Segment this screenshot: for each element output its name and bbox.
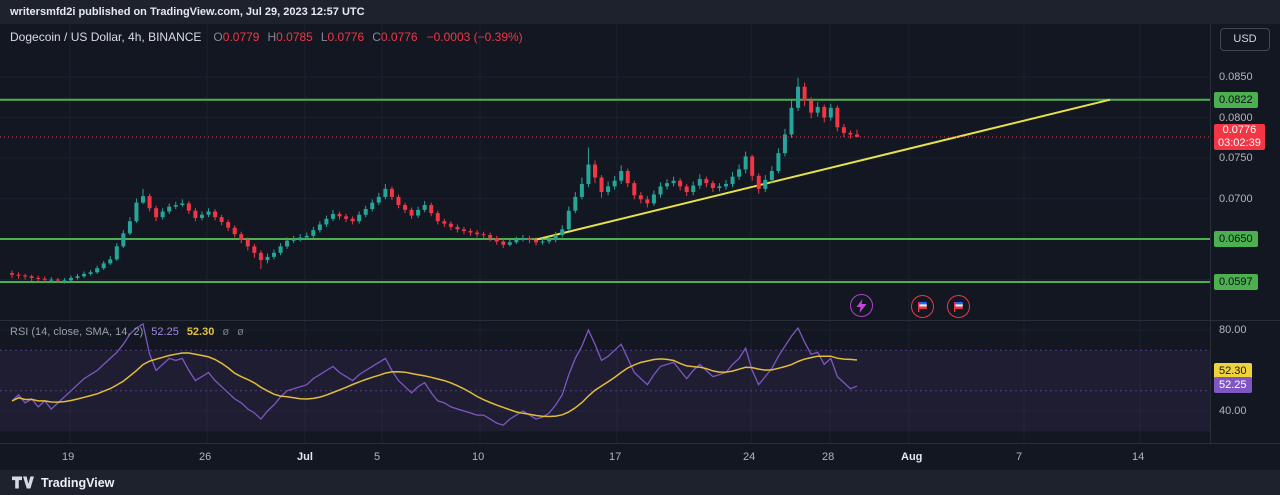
ohlc-open-value: 0.0779 xyxy=(222,30,260,44)
time-axis-label: 19 xyxy=(62,451,75,463)
ohlc-close-value: 0.0776 xyxy=(380,30,418,44)
tradingview-logo-icon[interactable] xyxy=(12,476,34,489)
quick-alert-button[interactable] xyxy=(850,294,873,317)
level-price-badge: 0.0597 xyxy=(1214,274,1258,290)
rsi-sma-line xyxy=(11,352,858,418)
symbol-title[interactable]: Dogecoin / US Dollar, 4h, BINANCE xyxy=(10,30,202,44)
time-axis-label: 7 xyxy=(1016,451,1023,463)
rsi-line xyxy=(11,322,858,426)
trendline[interactable] xyxy=(534,98,1111,241)
time-axis-label: 17 xyxy=(609,451,622,463)
rsi-value-badge: 52.25 xyxy=(1214,377,1252,393)
time-axis-label: 14 xyxy=(1132,451,1145,463)
price-axis-label: 0.0850 xyxy=(1219,71,1253,83)
rsi-value: 52.25 xyxy=(151,326,179,338)
footer-bar: TradingView xyxy=(0,470,1280,495)
rsi-title[interactable]: RSI (14, close, SMA, 14, 2) xyxy=(10,326,144,338)
rsi-hide-icon[interactable]: ø xyxy=(222,326,230,338)
ohlc-low-value: 0.0776 xyxy=(327,30,365,44)
rsi-axis-label: 40.00 xyxy=(1219,405,1247,417)
rsi-settings-icon[interactable]: ø xyxy=(237,326,244,338)
time-axis[interactable]: 19 26 Jul 5 10 17 24 28 Aug 7 14 xyxy=(0,443,1280,470)
last-price-badge: 0.0776 03:02:39 xyxy=(1214,123,1265,150)
time-axis-label: 28 xyxy=(822,451,835,463)
ohlc-high-value: 0.0785 xyxy=(276,30,313,44)
horizontal-levels[interactable] xyxy=(0,98,1210,283)
time-axis-label: 10 xyxy=(472,451,485,463)
flag-button-2[interactable] xyxy=(947,295,970,318)
price-change: −0.0003 (−0.39%) xyxy=(426,30,523,44)
time-axis-label: 26 xyxy=(199,451,212,463)
time-axis-label: 24 xyxy=(743,451,756,463)
rsi-sma-badge: 52.30 xyxy=(1214,363,1252,379)
chart-canvas[interactable] xyxy=(0,0,1210,443)
time-axis-label: Jul xyxy=(297,451,313,463)
rsi-indicator-header: RSI (14, close, SMA, 14, 2) 52.25 52.30 … xyxy=(10,326,244,338)
ohlc-open-label: O xyxy=(213,30,223,44)
level-price-badge: 0.0822 xyxy=(1214,91,1258,108)
flag-icon xyxy=(918,301,927,312)
price-scale[interactable]: 0.0850 0.0800 0.0750 0.0700 80.00 40.00 0.0822… xyxy=(1210,24,1280,443)
rsi-sma-value: 52.30 xyxy=(186,326,215,338)
grid xyxy=(0,24,1210,443)
ohlc-low-label: L xyxy=(320,30,328,44)
price-axis-label: 0.0700 xyxy=(1219,192,1253,205)
price-axis-label: 0.0800 xyxy=(1219,111,1253,124)
time-axis-label: 5 xyxy=(374,451,381,463)
pane-separator xyxy=(0,320,1280,321)
rsi-axis-label: 80.00 xyxy=(1219,324,1247,336)
candlestick-series xyxy=(10,77,859,284)
flag-icon xyxy=(954,301,963,312)
lightning-icon xyxy=(856,298,867,313)
footer-brand[interactable]: TradingView xyxy=(41,475,115,490)
publish-banner: writersmfd2i published on TradingView.co… xyxy=(0,0,1280,24)
level-price-badge: 0.0650 xyxy=(1214,231,1258,248)
flag-button-1[interactable] xyxy=(911,295,934,318)
price-axis-label: 0.0750 xyxy=(1219,152,1253,165)
time-axis-label: Aug xyxy=(901,451,923,463)
symbol-info-bar: Dogecoin / US Dollar, 4h, BINANCE O 0.077… xyxy=(10,30,523,44)
ohlc-high-label: H xyxy=(267,30,277,44)
currency-toggle-button[interactable]: USD xyxy=(1220,28,1270,51)
publish-banner-text: writersmfd2i published on TradingView.co… xyxy=(10,6,365,18)
ohlc-close-label: C xyxy=(372,30,381,44)
